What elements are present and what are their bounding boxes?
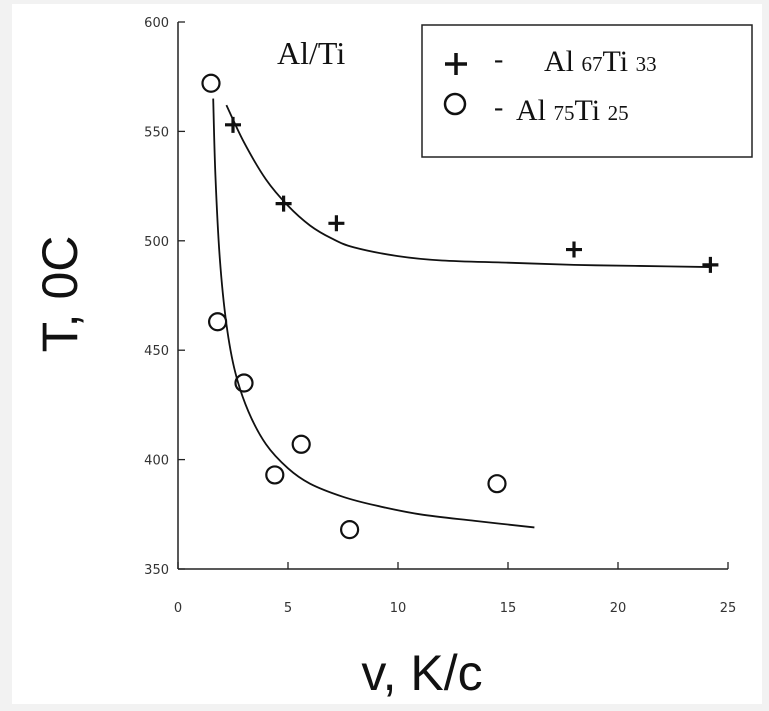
legend-label-1-sub1: 67 <box>582 52 603 76</box>
plus-point-marker <box>566 241 582 258</box>
legend-label-2-sub1: 75 <box>554 101 575 125</box>
legend-label-1: Al 67Ti 33 <box>544 45 657 78</box>
legend-entry-plus: - Al 67Ti 33 <box>445 44 657 78</box>
axis-ticks: 0 5 10 15 20 25 350 400 450 500 550 600 <box>144 16 736 616</box>
data-markers <box>201 73 719 540</box>
legend-box <box>421 24 753 158</box>
temperature-vs-cooling-rate-chart: 0 5 10 15 20 25 350 400 450 500 550 600 Al/Ti - Al … <box>32 16 753 701</box>
legend-label-2-el1: Al <box>516 94 546 127</box>
legend-plus-marker <box>445 53 467 75</box>
x-tick-label: 15 <box>500 601 517 616</box>
x-axis-title: v, K/c <box>361 645 482 701</box>
plus-point-marker <box>275 195 292 212</box>
plus-point-marker <box>328 215 345 232</box>
y-tick-label: 550 <box>144 125 169 140</box>
fit-curves <box>212 98 711 529</box>
y-tick-label: 500 <box>144 235 169 250</box>
plus-point-marker <box>225 116 241 133</box>
x-tick-label: 10 <box>390 601 407 616</box>
x-tick-label: 5 <box>284 601 292 616</box>
legend-label-1-sub2: 33 <box>636 52 657 76</box>
plot-area: 0 5 10 15 20 25 350 400 450 500 550 600 <box>144 16 736 616</box>
x-tick-label: 20 <box>610 601 627 616</box>
y-tick-label: 600 <box>144 16 169 31</box>
x-tick-label: 25 <box>720 601 737 616</box>
legend-dash-2: - <box>494 92 503 123</box>
chart-annotation-title: Al/Ti <box>277 35 345 71</box>
y-tick-label: 450 <box>144 344 169 359</box>
legend-circle-marker <box>443 92 467 116</box>
fit-curve-series-1 <box>225 104 711 268</box>
circle-point-marker <box>265 465 285 485</box>
legend-label-2-el2: Ti <box>575 94 601 127</box>
legend-label-1-el1: Al <box>544 45 574 78</box>
y-axis-title: T, 0C <box>32 236 88 353</box>
y-tick-label: 350 <box>144 563 169 578</box>
circle-point-marker <box>208 312 228 332</box>
legend: - Al 67Ti 33 - Al 75Ti 25 <box>421 24 753 158</box>
legend-label-2-sub2: 25 <box>608 101 629 125</box>
legend-entry-circle: - Al 75Ti 25 <box>443 92 629 127</box>
legend-label-2: Al 75Ti 25 <box>516 94 629 127</box>
plus-point-marker <box>702 256 719 273</box>
circle-point-marker <box>291 434 311 454</box>
circle-point-marker <box>234 373 254 393</box>
circle-point-marker <box>487 474 507 494</box>
circle-point-marker <box>201 73 221 93</box>
x-tick-label: 0 <box>174 601 182 616</box>
fit-curve-series-2 <box>212 98 535 529</box>
circle-point-marker <box>340 520 360 540</box>
chart-frame: 0 5 10 15 20 25 350 400 450 500 550 600 Al/Ti - Al … <box>12 4 762 704</box>
y-tick-label: 400 <box>144 454 169 469</box>
legend-label-1-el2: Ti <box>603 45 629 78</box>
legend-dash-1: - <box>494 44 503 75</box>
